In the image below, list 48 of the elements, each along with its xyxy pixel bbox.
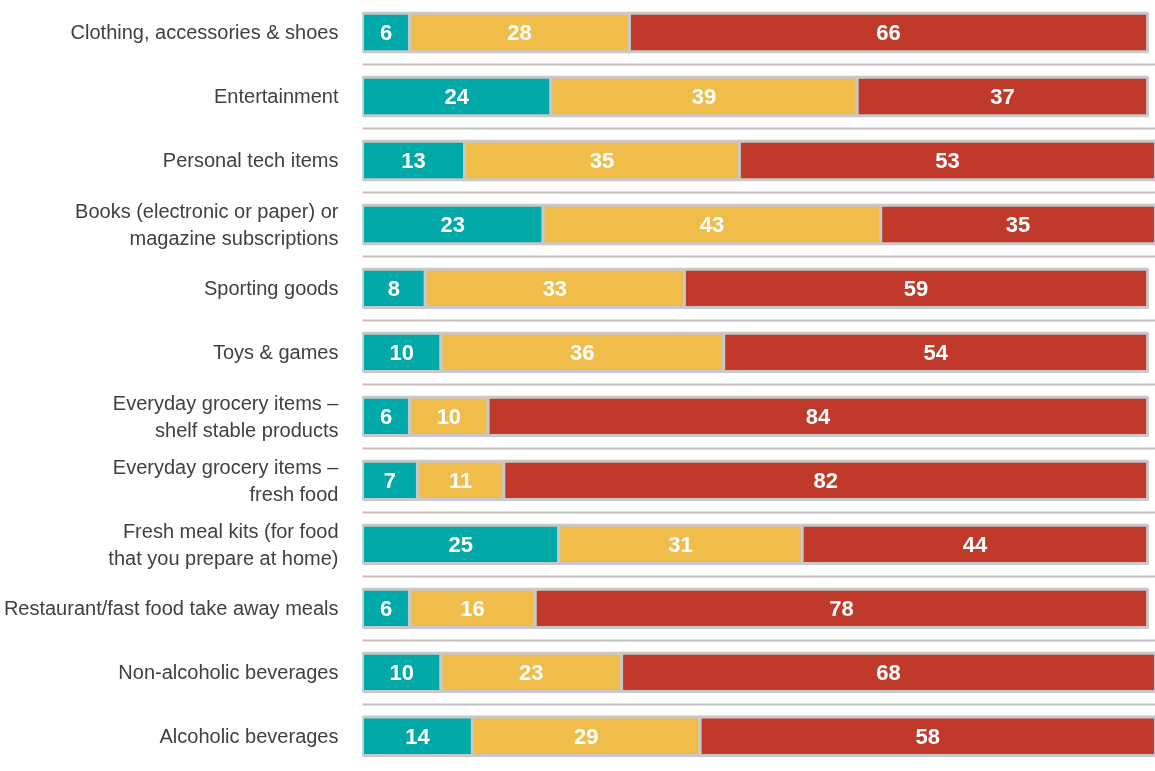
y-tick-label: Entertainment bbox=[213, 85, 339, 108]
data-label: 8 bbox=[387, 275, 401, 301]
y-tick-label: Books (electronic or paper) or magazine subscriptions bbox=[75, 200, 339, 249]
data-label: 6 bbox=[379, 403, 393, 429]
data-label: 68 bbox=[876, 659, 901, 685]
data-label: 23 bbox=[440, 211, 466, 237]
data-label: 84 bbox=[805, 403, 831, 429]
data-label: 24 bbox=[444, 83, 470, 109]
data-label: 54 bbox=[923, 339, 949, 365]
data-label: 78 bbox=[829, 595, 854, 621]
data-label: 33 bbox=[542, 275, 568, 301]
data-label: 59 bbox=[903, 275, 929, 301]
data-label: 39 bbox=[691, 83, 717, 109]
y-tick-label: Everyday grocery items – fresh food bbox=[112, 456, 340, 505]
data-label: 28 bbox=[507, 19, 532, 45]
data-label: 58 bbox=[915, 723, 941, 749]
data-label: 6 bbox=[379, 595, 393, 621]
data-label: 25 bbox=[448, 531, 473, 557]
data-label: 36 bbox=[570, 339, 595, 365]
data-label: 10 bbox=[389, 659, 415, 685]
data-label: 14 bbox=[405, 723, 431, 749]
data-label: 37 bbox=[990, 83, 1015, 109]
y-tick-label: Everyday grocery items – shelf stable products bbox=[112, 392, 340, 441]
data-label: 43 bbox=[699, 211, 725, 237]
data-label: 13 bbox=[401, 147, 426, 173]
data-label: 35 bbox=[589, 147, 615, 173]
data-label: 35 bbox=[1005, 211, 1031, 237]
data-label: 82 bbox=[813, 467, 838, 493]
data-label: 53 bbox=[935, 147, 960, 173]
data-label: 16 bbox=[460, 595, 485, 621]
data-label: 31 bbox=[668, 531, 693, 557]
data-label: 29 bbox=[574, 723, 599, 749]
data-label: 7 bbox=[383, 467, 397, 493]
data-label: 10 bbox=[436, 403, 462, 429]
y-tick-label: Clothing, accessories & shoes bbox=[70, 21, 339, 44]
y-tick-label: Non-alcoholic beverages bbox=[118, 661, 339, 684]
y-tick-label: Personal tech items bbox=[162, 149, 339, 172]
y-tick-label: Fresh meal kits (for food that you prepare at home) bbox=[108, 520, 339, 569]
y-tick-label: Sporting goods bbox=[203, 277, 339, 300]
y-tick-label: Toys & games bbox=[212, 341, 339, 364]
y-tick-label: Alcoholic beverages bbox=[159, 725, 339, 748]
data-label: 6 bbox=[379, 19, 393, 45]
data-label: 23 bbox=[519, 659, 544, 685]
data-label: 44 bbox=[962, 531, 988, 557]
data-label: 10 bbox=[389, 339, 415, 365]
data-label: 66 bbox=[876, 19, 901, 45]
data-label: 11 bbox=[449, 467, 473, 493]
y-tick-label: Restaurant/fast food take away meals bbox=[3, 597, 339, 620]
